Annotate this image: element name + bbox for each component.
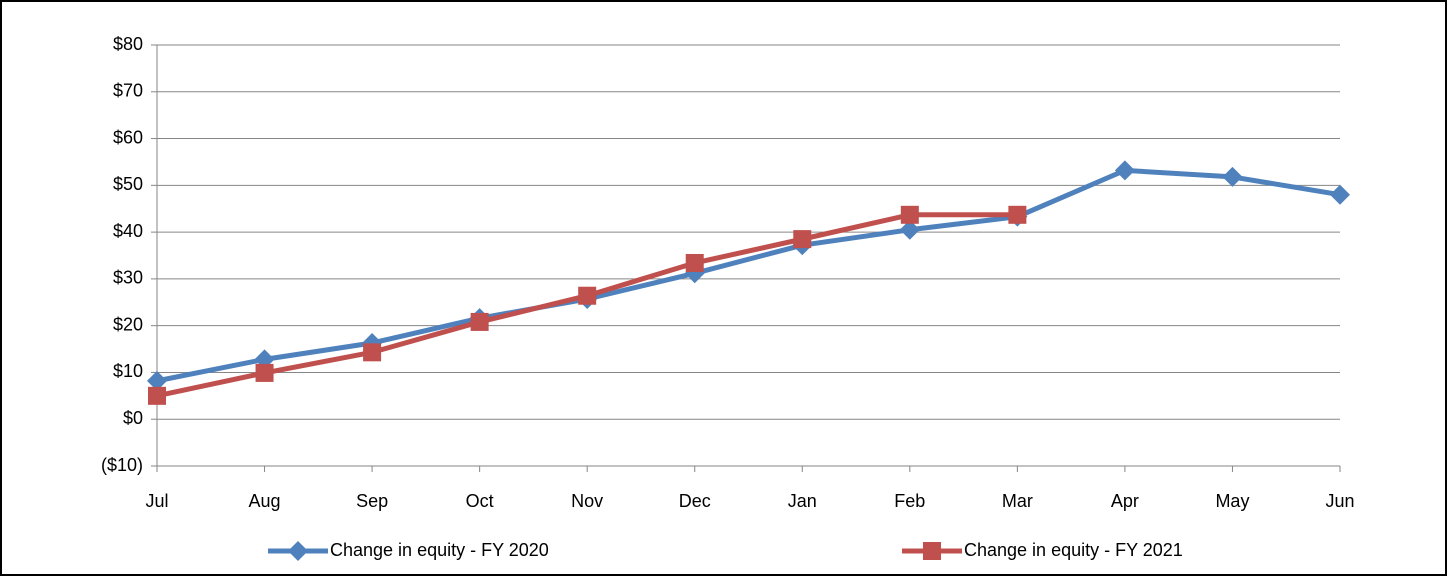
y-tick-label: $20: [113, 314, 143, 334]
legend-marker: [923, 542, 941, 560]
legend-label: Change in equity - FY 2020: [330, 540, 549, 560]
x-tick-label: Mar: [1002, 491, 1033, 511]
data-point: [470, 312, 489, 331]
y-tick-label: ($10): [101, 455, 143, 475]
data-point: [1114, 160, 1135, 181]
y-tick-label: $70: [113, 81, 143, 101]
data-point: [255, 363, 274, 382]
x-tick-label: Feb: [894, 491, 925, 511]
data-point: [1330, 184, 1350, 205]
series-line: [156, 167, 1341, 384]
x-tick-label: Jul: [145, 491, 168, 511]
x-tick-label: Nov: [571, 491, 603, 511]
x-tick-label: Jan: [788, 491, 817, 511]
data-point: [147, 370, 167, 391]
data-point: [900, 205, 919, 224]
data-point: [363, 343, 382, 362]
x-tick-label: Jun: [1325, 491, 1354, 511]
y-tick-label: $30: [113, 268, 143, 288]
data-point: [1008, 205, 1027, 224]
y-tick-label: $10: [113, 361, 143, 381]
y-tick-label: $40: [113, 221, 143, 241]
data-point: [148, 386, 166, 405]
legend-marker: [288, 541, 308, 561]
data-point: [899, 219, 920, 240]
y-tick-label: $60: [113, 127, 143, 147]
data-point: [1222, 166, 1243, 187]
x-tick-label: Dec: [679, 491, 711, 511]
x-tick-label: Sep: [356, 491, 388, 511]
y-tick-label: $50: [113, 174, 143, 194]
x-tick-label: Aug: [249, 491, 281, 511]
legend-label: Change in equity - FY 2021: [964, 540, 1183, 560]
data-point: [793, 230, 812, 249]
x-tick-label: May: [1215, 491, 1249, 511]
data-point: [685, 253, 704, 272]
y-tick-label: $0: [123, 408, 143, 428]
x-tick-label: Oct: [466, 491, 494, 511]
data-point: [578, 286, 597, 305]
x-tick-label: Apr: [1111, 491, 1139, 511]
y-tick-label: $80: [113, 34, 143, 54]
